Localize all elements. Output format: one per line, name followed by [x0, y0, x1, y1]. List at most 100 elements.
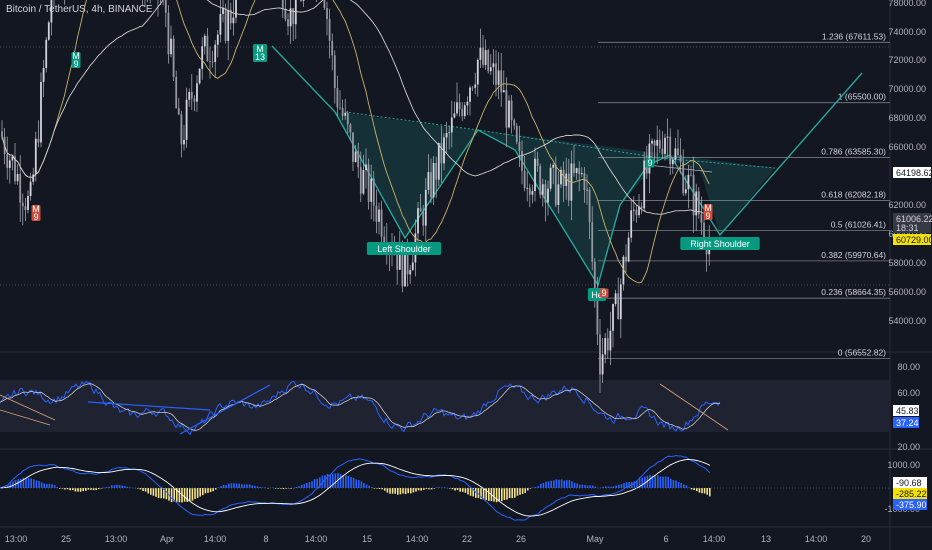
macd-hist-bar [602, 486, 604, 488]
candle-body [196, 83, 198, 102]
candle-body [586, 189, 588, 191]
rsi-axis-tick: 20.00 [897, 442, 920, 452]
macd-hist-bar [532, 487, 534, 488]
macd-hist-bar [633, 481, 636, 488]
macd-hist-bar [35, 480, 38, 488]
macd-hist-bar [246, 484, 248, 488]
price-axis-tick: 78000.00 [888, 0, 926, 8]
macd-hist-bar [300, 485, 303, 488]
rsi-axis-tick: 80.00 [897, 362, 920, 372]
macd-hist-bar [207, 488, 209, 493]
marker-text: M [256, 44, 264, 54]
candle-body [531, 190, 534, 195]
macd-hist-bar [436, 487, 438, 488]
candle-body [201, 46, 204, 69]
macd-hist-bar [56, 487, 58, 488]
candle-body [398, 244, 401, 270]
macd-hist-bar [9, 483, 12, 488]
macd-hist-bar [412, 488, 415, 493]
macd-hist-bar [308, 482, 311, 488]
macd-hist-bar [407, 488, 409, 494]
candle-body [188, 91, 191, 100]
candle-body [328, 18, 331, 41]
candle-body [536, 158, 539, 166]
candle-body [175, 76, 178, 109]
macd-hist-bar [241, 484, 243, 488]
macd-hist-bar [43, 483, 45, 488]
macd-hist-bar [495, 488, 498, 503]
macd-hist-bar [59, 488, 61, 489]
macd-hist-bar [612, 486, 615, 488]
left-shoulder-label: Left Shoulder [366, 242, 442, 255]
candle-body [521, 151, 523, 171]
macd-hist-bar [555, 479, 558, 488]
macd-hist-bar [277, 488, 279, 489]
macd-hist-bar [360, 481, 363, 488]
price-axis-tick: 62000.00 [888, 200, 926, 210]
candle-body [367, 164, 370, 202]
macd-hist-bar [220, 486, 222, 488]
macd-hist-bar [397, 488, 399, 495]
candle-body [528, 187, 531, 195]
macd-hist-bar [12, 481, 14, 488]
price-tag-box [893, 167, 931, 178]
macd-hist-bar [235, 483, 238, 488]
fib-level-label: 0.786 (63585.30) [821, 146, 886, 156]
macd-hist-bar [662, 476, 664, 488]
macd-hist-bar [696, 488, 698, 492]
macd-hist-bar [394, 488, 396, 494]
macd-hist-bar [459, 488, 461, 492]
marker-text: M [72, 51, 80, 61]
candle-body [45, 39, 48, 68]
macd-hist-bar [644, 476, 646, 488]
candle-body [515, 125, 518, 142]
candle-body [567, 173, 570, 201]
macd-hist-bar [82, 488, 84, 492]
macd-hist-bar [683, 484, 685, 488]
macd-hist-bar [225, 485, 227, 488]
candle-body [224, 7, 227, 41]
candle-body [557, 184, 560, 205]
trend-line [647, 164, 713, 173]
price-axis-tick: 66000.00 [888, 142, 926, 152]
macd-hist-bar [365, 484, 368, 488]
macd-hist-bar [116, 484, 118, 488]
candle-body [612, 304, 614, 331]
macd-hist-bar [553, 480, 555, 488]
macd-hist-bar [667, 476, 669, 488]
macd-hist-bar [124, 485, 126, 488]
label-box [366, 242, 442, 255]
macd-hist-bar [324, 475, 326, 488]
fib-level-label: 0.382 (59970.64) [821, 250, 886, 260]
candle-body [456, 102, 458, 114]
macd-tag-box [893, 499, 927, 510]
macd-hist-bar [586, 485, 589, 488]
fib-level-label: 0.236 (58664.35) [821, 287, 886, 297]
macd-hist-bar [566, 480, 568, 488]
time-axis-tick: 20 [861, 534, 871, 544]
macd-hist-bar [61, 488, 64, 489]
macd-hist-bar [157, 488, 160, 498]
marker-num: 9 [705, 211, 710, 221]
rsi-ma-line [0, 383, 720, 431]
candle-body [622, 256, 625, 285]
candle-body [375, 205, 378, 222]
macd-hist-bar [641, 477, 643, 488]
candle-body [679, 154, 682, 162]
candle-body [614, 293, 617, 305]
rsi-tag-box [893, 405, 919, 416]
candle-body [469, 87, 471, 102]
macd-hist-bar [311, 481, 313, 488]
macd-hist-bar [358, 480, 360, 488]
macd-hist-bar [657, 475, 659, 488]
candle-body [354, 151, 357, 163]
candle-body [580, 173, 583, 175]
candle-body [596, 290, 599, 335]
macd-hist-bar [355, 479, 357, 488]
macd-hist-bar [46, 483, 48, 488]
macd-hist-bar [371, 486, 373, 488]
candle-body [235, 0, 237, 18]
macd-hist-bar [524, 488, 526, 493]
macd-hist-bar [95, 488, 97, 491]
